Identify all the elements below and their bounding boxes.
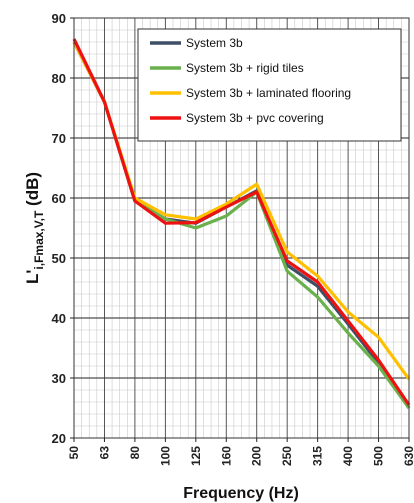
- x-tick-label: 500: [372, 446, 386, 466]
- legend: System 3b System 3b + rigid tiles System 3…: [137, 28, 402, 142]
- y-tick-label: 40: [52, 311, 66, 326]
- y-axis-ticks: 20 30 40 50 60 70 80 90: [52, 11, 74, 446]
- x-tick-label: 80: [128, 446, 142, 460]
- legend-label-3: System 3b + laminated flooring: [186, 86, 351, 100]
- x-tick-label: 250: [280, 446, 294, 466]
- series-line-4: [72, 38, 411, 406]
- x-tick-label: 125: [189, 446, 203, 466]
- y-tick-label: 60: [52, 191, 66, 206]
- y-tick-label: 50: [52, 251, 66, 266]
- y-axis-label: L'i,Fmax,V,T (dB): [23, 172, 46, 284]
- legend-label-4: System 3b + pvc covering: [186, 111, 324, 125]
- y-tick-label: 80: [52, 71, 66, 86]
- y-tick-label: 70: [52, 131, 66, 146]
- y-tick-label: 30: [52, 371, 66, 386]
- x-tick-label: 100: [158, 446, 172, 466]
- y-tick-label: 20: [52, 431, 66, 446]
- y-axis-label-subscript: i,Fmax,V,T: [32, 210, 46, 270]
- x-axis-label: Frequency (Hz): [183, 485, 299, 502]
- plot-border: [73, 17, 410, 439]
- x-tick-label: 400: [341, 446, 355, 466]
- x-tick-label: 315: [311, 446, 325, 466]
- legend-box: [137, 28, 402, 142]
- x-tick-label: 50: [67, 446, 81, 460]
- series-lines: [72, 38, 411, 409]
- x-axis-ticks: 50 63 80 100 125 160 200 250 315 400 500 630: [67, 438, 414, 466]
- x-tick-label: 630: [402, 446, 414, 466]
- y-axis-label-unit: (dB): [23, 172, 42, 211]
- y-tick-label: 90: [52, 11, 66, 26]
- legend-label-1: System 3b: [186, 36, 243, 50]
- y-axis-label-main: L': [23, 270, 42, 284]
- x-tick-label: 200: [250, 446, 264, 466]
- legend-label-2: System 3b + rigid tiles: [186, 61, 304, 75]
- x-tick-label: 160: [219, 446, 233, 466]
- x-tick-label: 63: [97, 446, 111, 460]
